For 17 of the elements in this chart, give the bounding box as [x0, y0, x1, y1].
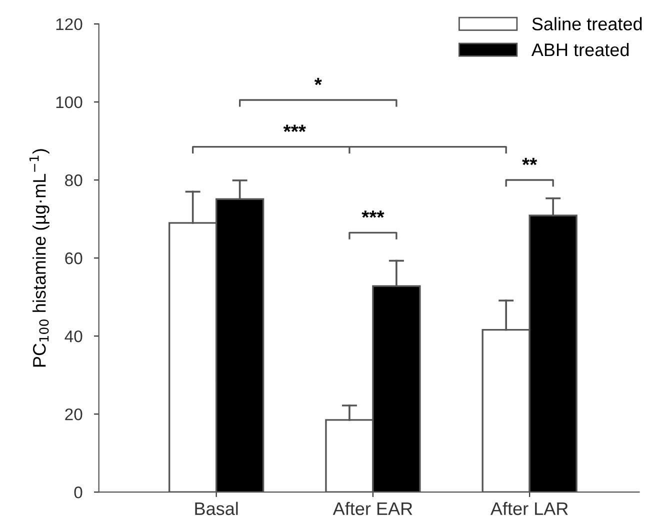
y-tick-label: 80 [65, 174, 82, 186]
annotation: ** [522, 158, 538, 166]
y-tick-label: 60 [65, 252, 82, 264]
annotation: *** [362, 210, 384, 218]
y-tick-label: 100 [56, 96, 82, 108]
annotation: *** [283, 124, 306, 132]
y-tick-label: 40 [64, 330, 82, 342]
x-tick-label: After EAR [332, 502, 412, 516]
annotation: * [314, 78, 322, 86]
y-tick-label: 120 [56, 18, 82, 30]
y-tick-label: 20 [65, 408, 82, 420]
legend-label: Saline treated [532, 17, 642, 30]
y-axis-title: PC$_{100}$ histamine (µg·mL$^{−1}$) [29, 149, 50, 367]
legend-label: ABH treated [531, 42, 629, 56]
x-tick-label: After LAR [490, 502, 568, 516]
y-tick-label: 0 [74, 486, 82, 498]
x-tick-label: Basal [195, 502, 238, 516]
